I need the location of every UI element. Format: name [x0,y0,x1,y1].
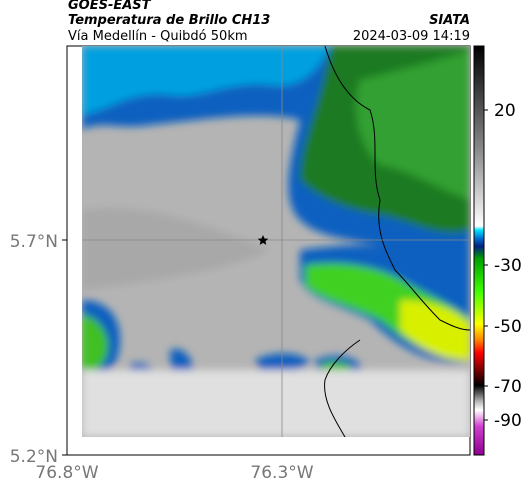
brand: SIATA [429,13,470,28]
datetime: 2024-03-09 14:19 [353,29,470,44]
colorbar-ticks: 20 -30 -50 -70 -90 [484,101,522,431]
satellite-image [82,46,470,437]
colorbar-tick-label: -90 [494,411,522,431]
lat-label: 5.7°N [10,232,58,252]
colorbar-tick-label: -70 [494,377,522,397]
lat-label: 5.2°N [10,447,58,467]
colorbar [473,45,485,456]
source: GOES-EAST [68,0,152,13]
title: Temperatura de Brillo CH13 [68,13,270,28]
subtitle: Vía Medellín - Quibdó 50km [68,29,248,44]
lon-label: 76.3°W [250,463,313,483]
lon-label: 76.8°W [35,463,98,483]
colorbar-tick-label: -30 [494,256,522,276]
colorbar-tick-label: 20 [494,101,516,121]
colorbar-tick-label: -50 [494,317,522,337]
